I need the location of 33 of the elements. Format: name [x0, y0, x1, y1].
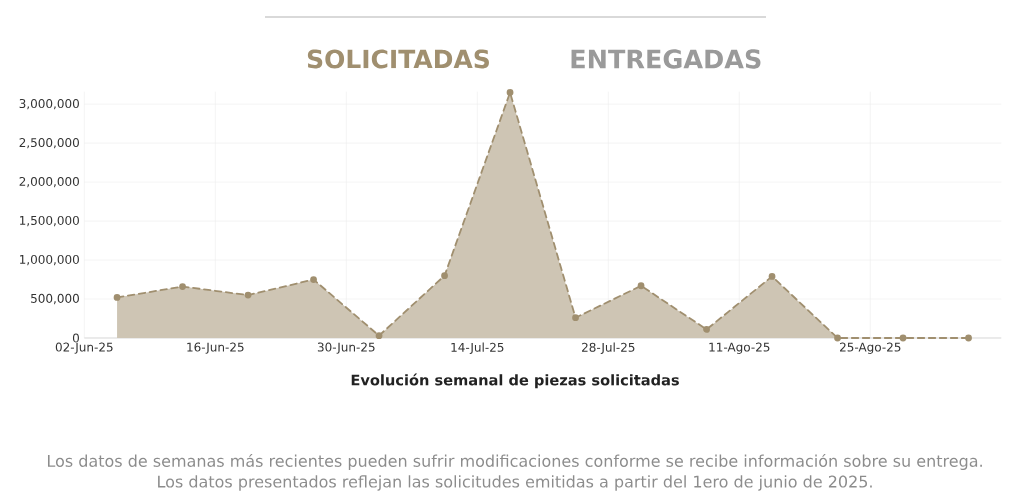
point — [375, 332, 383, 340]
point — [310, 276, 317, 283]
y-tick-label: 0 — [72, 333, 79, 343]
point — [834, 334, 841, 342]
x-tick-label: 28-Jul-25 — [582, 342, 635, 355]
x-tick-label: 16-Jun-25 — [187, 342, 244, 354]
text: Evolución semanal de piezas solicitadas — [351, 373, 679, 389]
y-tick-label: 2,500,000 — [19, 137, 79, 149]
point — [572, 314, 579, 322]
y-tick-label: 1,000,000 — [20, 254, 79, 266]
y-tick-label: 1,500,000 — [20, 215, 79, 227]
y-tick-label: 3,000,000 — [19, 99, 79, 110]
y-tick-label: 500,000 — [31, 293, 79, 305]
x-tick-label: 30-Jun-25 — [317, 342, 375, 354]
text: Los datos presentados reflejan las solicitudes emitidas a partir del 1ero de junio de 2025. — [158, 475, 872, 491]
point — [179, 283, 186, 290]
x-tick-label: 25-Ago-25 — [840, 342, 901, 354]
text: SOLICITADAS — [307, 49, 489, 69]
x-tick-label: 14-Jul-25 — [451, 342, 504, 355]
point — [441, 272, 448, 280]
x-tick-label: 11-Ago-25 — [709, 342, 770, 354]
text: Los datos de semanas más recientes pueden sufrir modificaciones conforme se recibe información sobre su entrega. — [48, 453, 982, 471]
point — [244, 291, 252, 299]
x-tick-label: 02-Jun-25 — [55, 342, 113, 354]
point — [899, 334, 907, 342]
y-tick-label: 2,000,000 — [19, 176, 79, 188]
point — [113, 294, 121, 301]
point — [506, 89, 514, 96]
point — [965, 334, 972, 342]
text: ENTREGADAS — [571, 49, 761, 69]
point — [637, 282, 645, 290]
point — [703, 326, 710, 333]
point — [768, 273, 776, 280]
